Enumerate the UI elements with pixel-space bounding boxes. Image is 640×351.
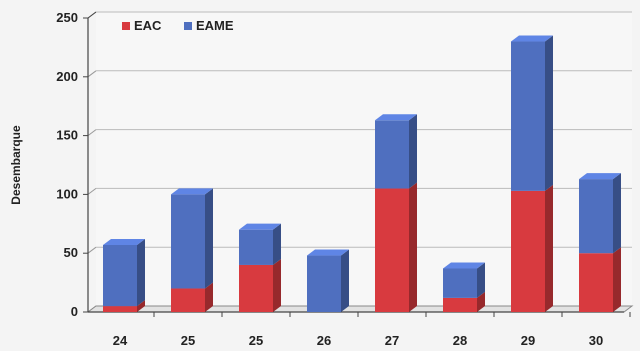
bar-top-7 xyxy=(579,173,621,180)
y-tick-label: 50 xyxy=(64,245,78,260)
y-tick-label: 150 xyxy=(56,128,78,143)
gridline-depth xyxy=(87,246,97,254)
bar-top-6 xyxy=(511,35,553,42)
bar-eame-7-side xyxy=(613,173,621,254)
bar-eac-5 xyxy=(443,297,477,312)
legend: EAC EAME xyxy=(122,18,234,33)
bar-eame-7 xyxy=(579,179,613,254)
legend-swatch-eame xyxy=(184,22,192,30)
bar-eame-5 xyxy=(443,268,477,298)
bar-eac-4-side xyxy=(409,182,417,312)
x-tick-label: 24 xyxy=(113,333,128,348)
bar-eac-0 xyxy=(103,306,137,312)
x-tick-label: 25 xyxy=(249,333,263,348)
bar-top-3 xyxy=(307,249,349,256)
x-tick-label: 29 xyxy=(521,333,535,348)
bar-eame-3 xyxy=(307,255,341,312)
bar-eac-4 xyxy=(375,188,409,312)
x-tick-label: 26 xyxy=(317,333,331,348)
bar-eac-6-side xyxy=(545,184,553,312)
bar-eac-1 xyxy=(171,288,205,312)
bar-top-0 xyxy=(103,238,145,245)
bar-eame-0-side xyxy=(137,238,145,307)
bar-eac-2 xyxy=(239,264,273,312)
bar-eame-4-side xyxy=(409,114,417,189)
bar-top-5 xyxy=(443,262,485,269)
x-tick-label: 28 xyxy=(453,333,467,348)
bar-eac-0-side xyxy=(137,300,145,312)
bar-eame-4 xyxy=(375,120,409,189)
legend-label-eame: EAME xyxy=(196,18,234,33)
bars xyxy=(103,35,621,312)
y-axis-depth xyxy=(87,11,97,19)
bar-eac-6 xyxy=(511,190,545,312)
y-tick-label: 250 xyxy=(56,10,78,25)
bar-eac-1-side xyxy=(205,282,213,312)
tick-labels: 0 50 100 150 200 250 24 25 25 26 27 28 29 30 xyxy=(56,10,603,348)
legend-label-eac: EAC xyxy=(134,18,162,33)
bar-eac-2-side xyxy=(273,258,281,312)
bar-top-4 xyxy=(375,114,417,121)
bar-eame-1-side xyxy=(205,188,213,289)
bar-eame-2-side xyxy=(273,223,281,265)
bar-eame-1 xyxy=(171,194,205,289)
x-tick-label: 25 xyxy=(181,333,195,348)
bar-eame-5-side xyxy=(477,262,485,298)
bar-eame-6 xyxy=(511,41,545,191)
gridline-depth xyxy=(87,70,97,78)
bar-eame-0 xyxy=(103,244,137,307)
bar-eac-7-side xyxy=(613,247,621,312)
legend-swatch-eac xyxy=(122,22,130,30)
bar-eac-5-side xyxy=(477,291,485,312)
bar-eame-2 xyxy=(239,229,273,265)
bar-top-2 xyxy=(239,223,281,230)
bar-eac-7 xyxy=(579,253,613,312)
y-tick-label: 100 xyxy=(56,186,78,201)
bar-eame-3-side xyxy=(341,249,349,312)
x-tick-label: 30 xyxy=(589,333,603,348)
x-tick-label: 27 xyxy=(385,333,399,348)
bar-top-1 xyxy=(171,188,213,195)
gridline-depth xyxy=(87,187,97,195)
gridline-depth xyxy=(87,129,97,137)
y-axis-title: Desembarque xyxy=(9,125,23,205)
y-tick-label: 0 xyxy=(71,304,78,319)
bar-eame-6-side xyxy=(545,35,553,191)
y-tick-label: 200 xyxy=(56,69,78,84)
